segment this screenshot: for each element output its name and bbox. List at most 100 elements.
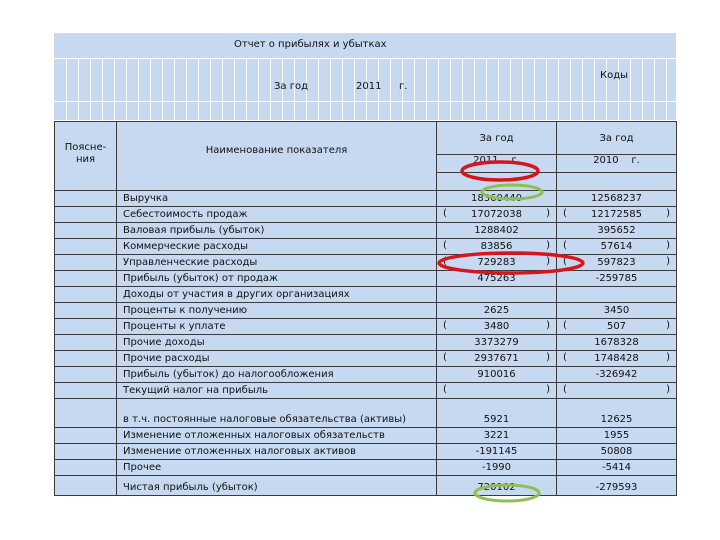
value-2011: 1288402 bbox=[474, 224, 519, 236]
red-ellipse-admin-expenses-mark bbox=[437, 251, 585, 275]
band-grid-line bbox=[414, 59, 415, 120]
band-grid-line bbox=[426, 59, 427, 120]
band-grid-line bbox=[582, 59, 583, 120]
band-grid-line bbox=[270, 59, 271, 120]
value-2011: 5921 bbox=[483, 414, 510, 425]
col1-header: За год bbox=[436, 121, 557, 155]
table-row: Валовая прибыль (убыток) 1288402 395652 bbox=[54, 222, 677, 239]
paren-open: ( bbox=[443, 320, 447, 331]
paren-close: ) bbox=[666, 208, 670, 219]
value-2010: 1955 bbox=[603, 429, 630, 441]
band-grid-line bbox=[246, 59, 247, 120]
table-row: Прибыль (убыток) до налогообложения 91001… bbox=[54, 366, 677, 383]
value-2010-cell: -279593 bbox=[556, 475, 677, 496]
table-row: Доходы от участия в других организациях bbox=[54, 286, 677, 303]
table-row: Изменение отложенных налоговых обязатель… bbox=[54, 427, 677, 444]
band-grid-line bbox=[210, 59, 211, 120]
band-grid-line bbox=[558, 59, 559, 120]
paren-close: ) bbox=[666, 256, 670, 267]
band-grid-line bbox=[342, 59, 343, 120]
band-grid-line bbox=[378, 59, 379, 120]
paren-close: ) bbox=[546, 208, 550, 219]
value-2011: 2625 bbox=[483, 304, 510, 316]
band-grid-line bbox=[462, 59, 463, 120]
paren-close: ) bbox=[666, 240, 670, 251]
value-2010: 395652 bbox=[597, 224, 636, 236]
band-grid-line bbox=[498, 59, 499, 120]
value-2010-cell: 12625 bbox=[556, 398, 677, 428]
paren-open: ( bbox=[563, 256, 567, 267]
band-grid-line bbox=[126, 59, 127, 120]
table-row: Себестоимость продаж(17072038)(12172585) bbox=[54, 206, 677, 223]
col2-year: 2010 bbox=[593, 154, 619, 166]
paren-close: ) bbox=[666, 320, 670, 331]
value-2010: 50808 bbox=[600, 445, 633, 457]
col2-label: За год bbox=[599, 133, 634, 144]
period-band bbox=[54, 59, 676, 101]
value-2011: -191145 bbox=[475, 445, 518, 457]
value-2011: 720102 bbox=[477, 482, 516, 493]
value-2010: 57614 bbox=[600, 240, 633, 252]
value-2010: 597823 bbox=[597, 256, 636, 268]
col2-spacer bbox=[556, 171, 677, 192]
band-grid-line bbox=[438, 59, 439, 120]
red-ellipse-year-mark bbox=[460, 160, 540, 182]
paren-open: ( bbox=[443, 240, 447, 251]
paren-close: ) bbox=[546, 256, 550, 267]
paren-close: ) bbox=[546, 384, 550, 395]
table-row: Изменение отложенных налоговых активов -1… bbox=[54, 443, 677, 460]
col2-header: За год bbox=[556, 121, 677, 155]
band-grid-line bbox=[174, 59, 175, 120]
value-2011: -1990 bbox=[481, 461, 512, 473]
paren-open: ( bbox=[443, 352, 447, 363]
band-grid-line bbox=[450, 59, 451, 120]
band-grid-line bbox=[402, 59, 403, 120]
income-statement-table: Поясне-ния Наименование показателя За го… bbox=[54, 121, 677, 496]
table-row: в т.ч. постоянные налоговые обязательств… bbox=[54, 398, 677, 428]
band-grid-line bbox=[534, 59, 535, 120]
band-grid-line bbox=[282, 59, 283, 120]
band-grid-line bbox=[318, 59, 319, 120]
band-grid-line bbox=[198, 59, 199, 120]
band-grid-line bbox=[474, 59, 475, 120]
value-2011: 17072038 bbox=[471, 208, 522, 220]
value-2010: -326942 bbox=[595, 368, 638, 380]
band-grid-line bbox=[630, 59, 631, 120]
band-grid-line bbox=[330, 59, 331, 120]
notes-cell bbox=[54, 398, 117, 428]
col1-suffix: г. bbox=[511, 154, 520, 166]
value-2010: 507 bbox=[606, 320, 627, 332]
value-2011: 910016 bbox=[477, 368, 516, 380]
band-grid-line bbox=[390, 59, 391, 120]
band-grid-line bbox=[186, 59, 187, 120]
paren-open: ( bbox=[563, 240, 567, 251]
band-grid-line bbox=[618, 59, 619, 120]
paren-open: ( bbox=[563, 208, 567, 219]
band-grid-line bbox=[654, 59, 655, 120]
value-2011: 2937671 bbox=[474, 352, 519, 364]
value-2011: 475263 bbox=[477, 272, 516, 284]
paren-close: ) bbox=[666, 352, 670, 363]
header-row: Поясне-ния Наименование показателя За го… bbox=[54, 121, 677, 191]
col2-suffix: г. bbox=[631, 154, 640, 166]
band-grid-line bbox=[258, 59, 259, 120]
value-2010: -5414 bbox=[601, 461, 632, 473]
band-grid-line bbox=[222, 59, 223, 120]
paren-open: ( bbox=[443, 384, 447, 395]
paren-open: ( bbox=[443, 208, 447, 219]
band-grid-line bbox=[102, 59, 103, 120]
band-grid-line bbox=[546, 59, 547, 120]
value-2011: 729283 bbox=[477, 256, 516, 268]
report-title: Отчет о прибылях и убытках bbox=[234, 39, 387, 50]
band-grid-line bbox=[66, 59, 67, 120]
band-grid-line bbox=[510, 59, 511, 120]
band-grid-line bbox=[486, 59, 487, 120]
band-grid-line bbox=[570, 59, 571, 120]
paren-open: ( bbox=[563, 352, 567, 363]
report-sheet: Отчет о прибылях и убытках За год 2011 г… bbox=[54, 33, 677, 530]
value-2010: 1678328 bbox=[594, 336, 639, 348]
band-grid-line bbox=[138, 59, 139, 120]
value-2010: -259785 bbox=[595, 272, 638, 284]
paren-close: ) bbox=[546, 320, 550, 331]
band-grid-line bbox=[354, 59, 355, 120]
